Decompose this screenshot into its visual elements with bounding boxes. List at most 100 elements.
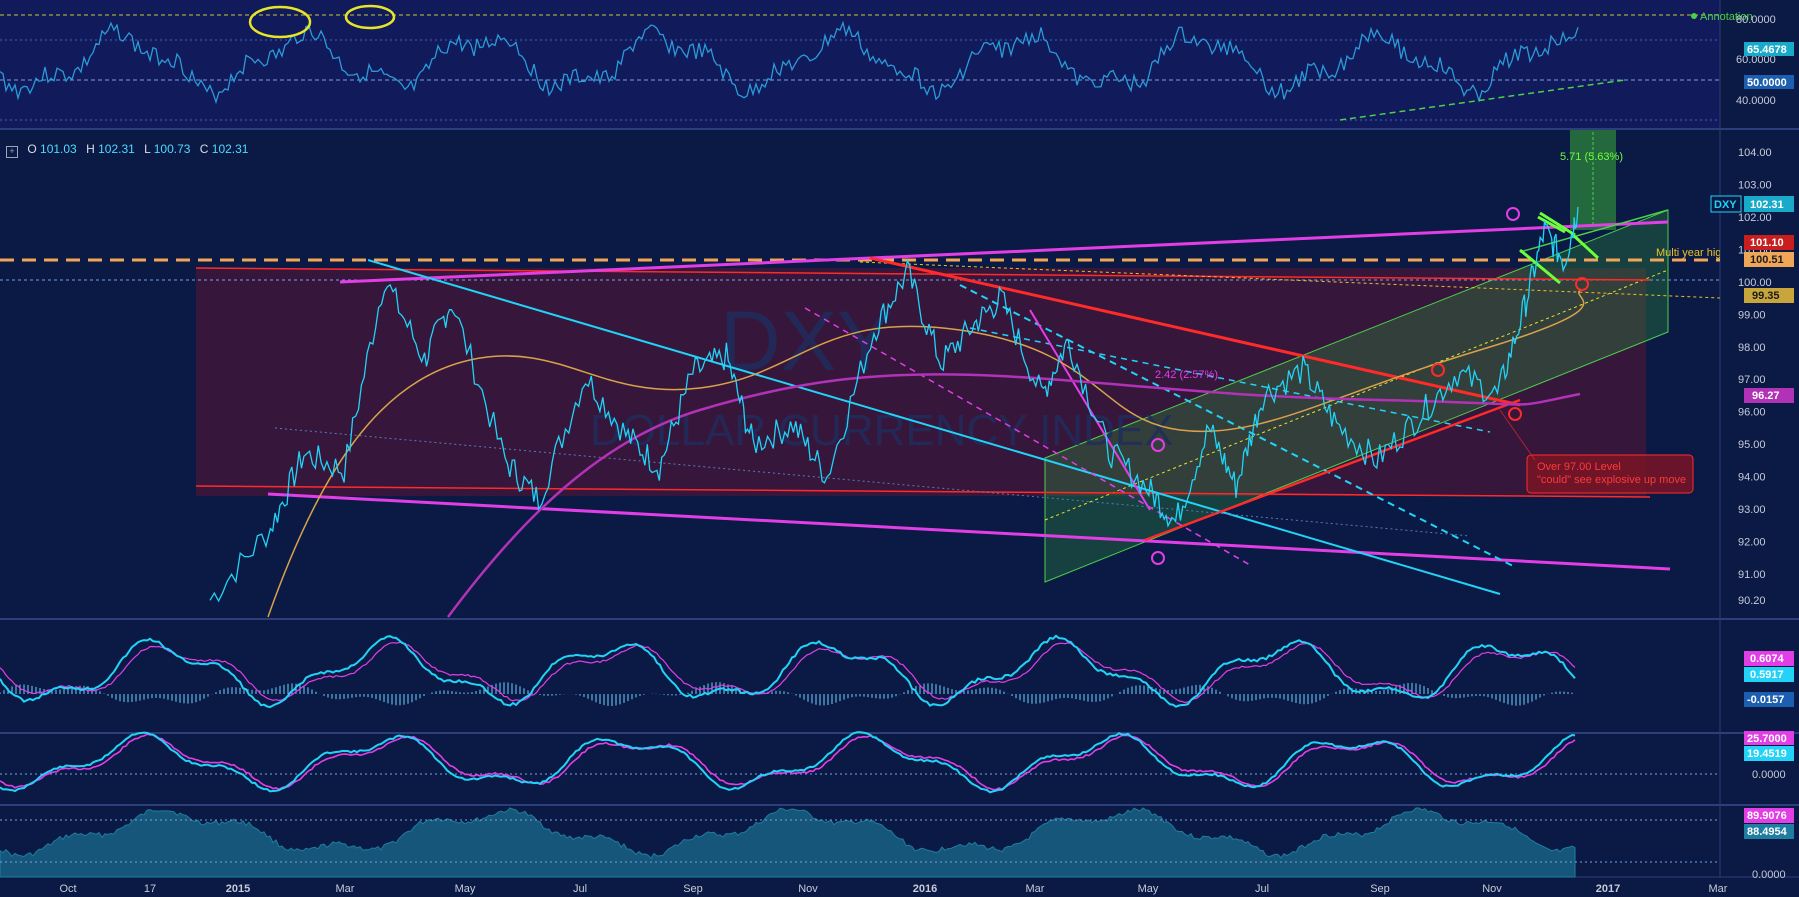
time-tick: Mar	[1709, 883, 1728, 895]
measure-label: 5.71 (5.63%)	[1560, 151, 1623, 163]
time-tick: 2015	[226, 883, 250, 895]
cyan-dashed-trend	[959, 284, 1516, 568]
price-tick: 93.00	[1738, 504, 1766, 516]
main-price-axis[interactable]: 104.00103.00102.00101.00100.0099.0098.00…	[1738, 147, 1772, 607]
magenta-bottom-trend	[267, 492, 1671, 571]
watermark-name: DOLLAR CURRENCY INDEX	[590, 406, 1174, 455]
price-tick: 94.00	[1738, 472, 1766, 484]
legend-dot	[1691, 13, 1697, 19]
osc-line-label: 88.4954	[1747, 826, 1788, 838]
price-tick: 103.00	[1738, 180, 1772, 192]
high-key: H	[86, 142, 95, 156]
macd-signal-label: 0.6074	[1750, 653, 1785, 665]
rsi-trendline	[1339, 79, 1626, 121]
price-line	[209, 206, 1579, 603]
price-tick: 92.00	[1738, 537, 1766, 549]
rsi-legend-text: Annotation	[1700, 11, 1753, 23]
rsi-tick: 80.0000	[1736, 14, 1776, 26]
red-support	[195, 485, 1651, 498]
red-level	[195, 267, 1651, 281]
rsi-panel[interactable]	[0, 0, 1720, 128]
symbol-tag: DXY	[1714, 199, 1737, 211]
price-tick: 96.00	[1738, 407, 1766, 419]
time-tick: Nov	[798, 883, 818, 895]
price-tick: 95.00	[1738, 439, 1766, 451]
price-labels: 65.4678 50.0000 DXY 102.31 101.10 100.51…	[1710, 42, 1794, 881]
stoch-panel[interactable]	[0, 734, 1720, 804]
time-tick: Mar	[336, 883, 355, 895]
rsi-highlight-ellipse	[248, 5, 312, 39]
macd-line	[0, 634, 1576, 709]
callout-pointer	[1499, 409, 1536, 461]
low-value: 100.73	[153, 142, 191, 156]
green-flag	[1570, 232, 1600, 260]
rsi-line	[0, 20, 1579, 105]
ma-orange	[267, 289, 1585, 618]
channel-mid	[1044, 269, 1669, 521]
main-drawings: DXY DOLLAR CURRENCY INDEX Over 97.00	[0, 130, 1734, 618]
rsi-tick: 40.0000	[1736, 95, 1776, 107]
price-tick: 100.00	[1738, 277, 1772, 289]
open-key: O	[27, 142, 37, 156]
time-tick: 2016	[913, 883, 937, 895]
price-tick: 91.00	[1738, 569, 1766, 581]
magenta-top-trend	[339, 220, 1669, 284]
rsi-tick: 60.0000	[1736, 54, 1776, 66]
macd-panel[interactable]	[0, 620, 1720, 732]
osc-zero-label: 0.0000	[1752, 869, 1786, 881]
callout-line-1: Over 97.00 Level	[1537, 461, 1621, 473]
time-tick: May	[455, 883, 476, 895]
cyan-down-trend	[367, 259, 1501, 595]
time-tick: Mar	[1026, 883, 1045, 895]
osc-signal-label: 89.9076	[1747, 810, 1787, 822]
cyan-dashed-trend-2	[969, 327, 1491, 433]
callout-box	[1526, 454, 1694, 494]
price-tick: 99.00	[1738, 309, 1766, 321]
red-up-trend	[1144, 398, 1521, 542]
green-flag	[1539, 211, 1576, 237]
time-tick: 2017	[1596, 883, 1620, 895]
green-flag	[1537, 215, 1566, 234]
stoch-zero-label: 0.0000	[1752, 769, 1786, 781]
price-tick: 104.00	[1738, 147, 1772, 159]
macd-hist-label: -0.0157	[1747, 694, 1784, 706]
circle-markers	[1151, 207, 1589, 565]
stoch-line	[0, 731, 1576, 794]
red-level-label: 101.10	[1750, 237, 1784, 249]
resistance-label: 100.51	[1750, 254, 1784, 266]
magenta-dashed	[804, 307, 1251, 566]
price-tick: 90.20	[1738, 595, 1766, 607]
pct-label: 2.42 (2.57%)	[1155, 369, 1218, 381]
time-axis[interactable]: Oct 17 2015 Mar May Jul Sep Nov 2016 Mar May Jul Sep…	[59, 883, 1727, 895]
macd-line-label: 0.5917	[1750, 669, 1784, 681]
green-channel	[1044, 209, 1669, 583]
close-value: 102.31	[211, 142, 249, 156]
macd-histogram	[0, 682, 1573, 706]
time-tick: Nov	[1482, 883, 1502, 895]
multi-year-label: Multi year highs	[1656, 247, 1734, 259]
stoch-line-label: 19.4519	[1747, 748, 1787, 760]
time-tick: Jul	[1255, 883, 1269, 895]
low-key: L	[144, 142, 151, 156]
red-down-trend	[869, 256, 1521, 407]
price-tick: 98.00	[1738, 342, 1766, 354]
callout-line-2: "could" see explosive up move	[1537, 474, 1686, 486]
last-price-label: 102.31	[1750, 199, 1784, 211]
rsi-highlight-ellipse	[344, 4, 396, 30]
expand-icon[interactable]: +	[6, 146, 18, 158]
ohlc-legend: + O 101.03 H 102.31 L 100.73 C 102.31	[6, 142, 254, 158]
range-box	[196, 268, 1646, 496]
time-tick: 17	[144, 883, 156, 895]
green-flag	[1519, 248, 1561, 285]
time-tick: Jul	[573, 883, 587, 895]
rsi-mid-label: 50.0000	[1747, 77, 1787, 89]
close-key: C	[199, 142, 209, 156]
time-tick: Sep	[683, 883, 703, 895]
stoch-signal-label: 25.7000	[1747, 733, 1787, 745]
ma-label: 96.27	[1752, 390, 1780, 402]
price-tick: 97.00	[1738, 374, 1766, 386]
price-tick: 102.00	[1738, 212, 1772, 224]
high-value: 102.31	[98, 142, 135, 156]
time-tick: May	[1138, 883, 1159, 895]
